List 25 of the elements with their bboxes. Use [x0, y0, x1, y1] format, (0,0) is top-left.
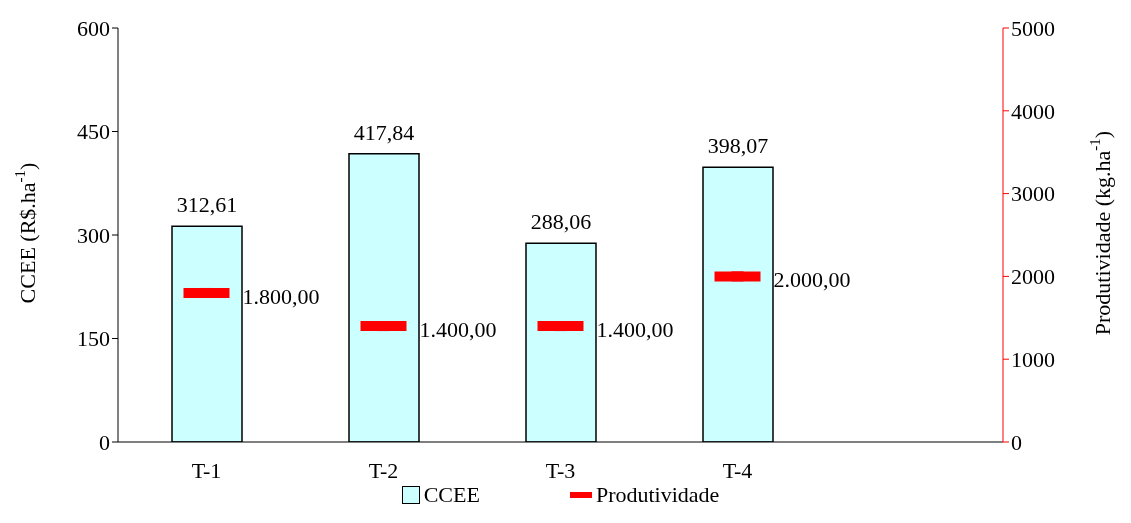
y2-tick-label: 2000	[1011, 264, 1055, 290]
data-label: 2.000,00	[773, 267, 851, 293]
data-label: 1.800,00	[242, 284, 320, 310]
x-tick-label: T-3	[545, 457, 576, 483]
data-label: 312,61	[176, 192, 238, 218]
data-label: 1.400,00	[419, 317, 497, 343]
y-tick-label: 600	[77, 15, 110, 41]
y2-tick-label: 5000	[1011, 15, 1055, 41]
y2-tick-label: 4000	[1011, 98, 1055, 124]
x-tick-label: T-2	[368, 457, 399, 483]
data-label: 398,07	[707, 133, 769, 159]
y-tick-label: 150	[77, 326, 110, 352]
data-label: 288,06	[530, 209, 592, 235]
data-label: 417,84	[353, 119, 415, 145]
x-tick-label: T-4	[722, 457, 753, 483]
legend-label: CCEE	[423, 482, 480, 508]
y2-tick-label: 3000	[1011, 181, 1055, 207]
y-tick-label: 0	[99, 429, 110, 455]
y2-tick-label: 1000	[1011, 347, 1055, 373]
y-tick-label: 300	[77, 222, 110, 248]
y-tick-label: 450	[77, 119, 110, 145]
data-label: 1.400,00	[596, 317, 674, 343]
y2-tick-label: 0	[1011, 429, 1022, 455]
legend-label: Produtividade	[595, 482, 720, 508]
x-tick-label: T-1	[191, 457, 222, 483]
